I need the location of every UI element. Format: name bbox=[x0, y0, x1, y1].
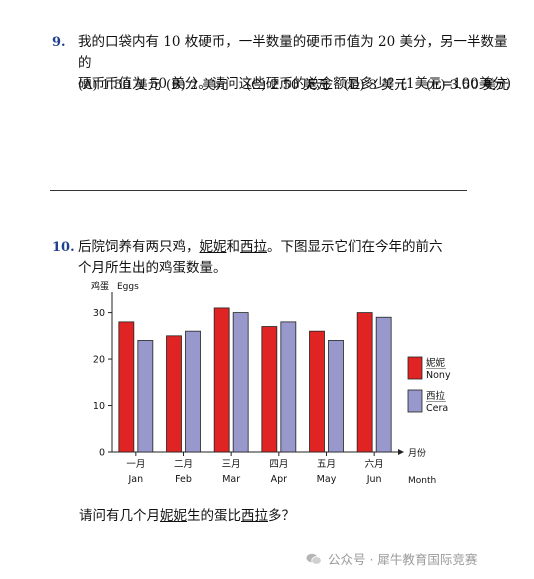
question-10-line-1-a: 后院饲养有两只鸡， bbox=[78, 239, 200, 255]
x-axis-arrow bbox=[398, 449, 404, 455]
question-10-line-2: 个月所生出的鸡蛋数量。 bbox=[78, 260, 227, 276]
wechat-icon bbox=[306, 553, 322, 565]
legend-label-cera: Cera bbox=[426, 403, 448, 414]
choice-d: (D) 3 美元 bbox=[344, 78, 408, 93]
legend-label-cn-cera: 西拉 bbox=[426, 390, 446, 402]
prompt-name-cera: 西拉 bbox=[241, 508, 268, 524]
legend-swatch-nony bbox=[407, 356, 423, 380]
chart-bars bbox=[118, 307, 392, 453]
legend-label-nony: Nony bbox=[426, 370, 451, 381]
choice-a: (A) 1.50 美元 bbox=[78, 78, 161, 93]
x-tick-label-cn: 四月 bbox=[269, 459, 288, 470]
y-axis-title-en: Eggs bbox=[117, 282, 139, 292]
question-10-prompt-c: 多？ bbox=[268, 508, 295, 524]
name-nony: 妮妮 bbox=[199, 239, 227, 255]
question-10-prompt: 请问有几个月妮妮生的蛋比西拉多？ bbox=[79, 504, 295, 524]
x-tick-label-cn: 六月 bbox=[365, 458, 384, 470]
bar-cera-jan bbox=[137, 340, 154, 453]
bar-cera-apr bbox=[280, 321, 297, 453]
x-tick-label-cn: 一月 bbox=[126, 459, 145, 470]
question-9-line-1: 我的口袋内有 10 枚硬币，一半数量的硬币币值为 20 美分，另一半数量的 bbox=[78, 34, 508, 71]
bar-nony-feb bbox=[166, 335, 182, 453]
y-tick-label: 30 bbox=[93, 308, 105, 319]
question-10-text: 后院饲养有两只鸡，妮妮和西拉。下图显示它们在今年的前六 个月所生出的鸡蛋数量。 bbox=[78, 237, 478, 279]
bar-nony-apr bbox=[261, 326, 278, 453]
question-9-number: 9. bbox=[52, 35, 66, 50]
bar-cera-feb bbox=[185, 330, 201, 453]
question-10-prompt-b: 生的蛋比 bbox=[187, 508, 241, 524]
legend-label-cn-nony: 妮妮 bbox=[426, 357, 446, 369]
x-tick-label-cn: 二月 bbox=[174, 459, 193, 470]
question-9-line-2: 硬币币值为 50 美分。请问这些硬币的总金额是多少？(1美元=100美分) bbox=[78, 76, 511, 92]
x-tick-label: Mar bbox=[222, 474, 240, 485]
question-10-prompt-a: 请问有几个月 bbox=[79, 508, 160, 524]
watermark: 公众号 · 犀牛教育国际竞赛 bbox=[306, 549, 477, 568]
y-tick-label: 20 bbox=[93, 355, 105, 366]
question-10-line-1: 后院饲养有两只鸡，妮妮和西拉。下图显示它们在今年的前六 bbox=[78, 237, 478, 258]
egg-bar-chart: 鸡蛋 Eggs 月份 Month 0 10 20 30 一月 Jan 二月 Feb 三月 Mar 四月 Apr… bbox=[91, 280, 451, 486]
bar-cera-may bbox=[328, 340, 344, 453]
answer-divider bbox=[50, 190, 467, 191]
legend-swatch-cera bbox=[407, 389, 423, 413]
name-cera: 西拉 bbox=[240, 239, 267, 255]
chart-labels: 鸡蛋 Eggs 月份 Month 0 10 20 30 一月 Jan 二月 Feb 三月 Mar 四月 Apr… bbox=[91, 280, 436, 486]
prompt-name-nony: 妮妮 bbox=[160, 508, 187, 524]
x-tick-label: Jun bbox=[366, 474, 382, 485]
y-tick-label: 10 bbox=[93, 401, 105, 412]
bar-cera-jun bbox=[375, 316, 392, 453]
x-tick-label: Jan bbox=[128, 474, 144, 485]
x-tick-label: Feb bbox=[175, 474, 192, 485]
y-tick-label: 0 bbox=[99, 448, 105, 459]
question-10-line-1-b: 和 bbox=[226, 239, 241, 255]
x-tick-label: Apr bbox=[271, 474, 288, 485]
bar-nony-mar bbox=[213, 307, 230, 453]
x-tick-label: May bbox=[317, 474, 337, 485]
question-10-line-1-c: 。下图显示它们在今年的前六 bbox=[267, 239, 443, 255]
choice-e: (E) 3.50 美元 bbox=[426, 78, 509, 93]
y-axis-title-cn: 鸡蛋 bbox=[91, 280, 109, 292]
choice-b: (B) 2 美元 bbox=[166, 78, 229, 93]
question-10-number: 10. bbox=[52, 240, 75, 255]
choice-c: (C) 2.50 美元 bbox=[246, 78, 330, 93]
x-axis-title-en: Month bbox=[408, 476, 436, 486]
chart-axes bbox=[108, 292, 404, 456]
bar-nony-jan bbox=[118, 321, 135, 453]
x-tick-label-cn: 五月 bbox=[317, 459, 336, 470]
bar-cera-mar bbox=[232, 312, 249, 453]
question-9-text: 我的口袋内有 10 枚硬币，一半数量的硬币币值为 20 美分，另一半数量的 硬币… bbox=[78, 32, 518, 95]
x-axis-title-cn: 月份 bbox=[408, 447, 426, 459]
bar-nony-jun bbox=[356, 312, 373, 453]
watermark-text: 公众号 · 犀牛教育国际竞赛 bbox=[328, 552, 478, 567]
x-tick-label-cn: 三月 bbox=[222, 459, 241, 470]
bar-nony-may bbox=[309, 330, 325, 453]
